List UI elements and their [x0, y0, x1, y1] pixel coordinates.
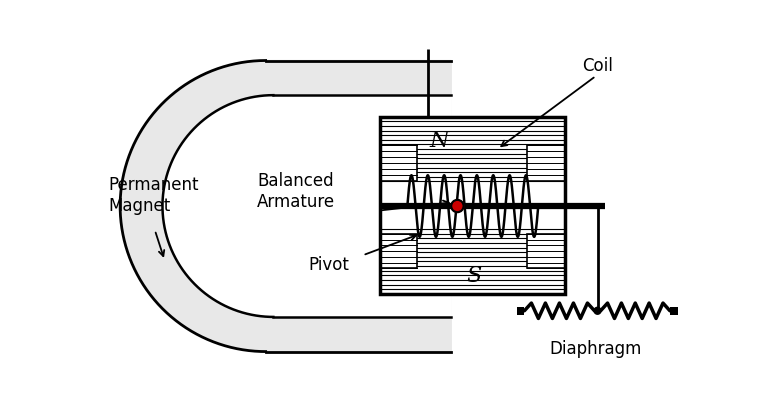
Polygon shape — [163, 95, 451, 317]
Text: Permanent
Magnet: Permanent Magnet — [109, 176, 199, 215]
Bar — [670, 307, 677, 315]
Polygon shape — [120, 60, 451, 352]
Ellipse shape — [594, 307, 601, 314]
Text: Balanced
Armature: Balanced Armature — [257, 172, 336, 211]
Bar — [527, 234, 565, 268]
Text: Coil: Coil — [582, 57, 613, 75]
Text: S: S — [466, 265, 482, 287]
Text: Diaphragm: Diaphragm — [549, 340, 642, 358]
Bar — [380, 234, 416, 268]
Ellipse shape — [451, 200, 463, 212]
Bar — [380, 117, 565, 294]
Text: Pivot: Pivot — [309, 255, 349, 273]
Bar — [517, 307, 524, 315]
Bar — [380, 117, 565, 294]
Text: N: N — [430, 131, 450, 152]
Bar — [527, 145, 565, 182]
Bar — [380, 145, 416, 182]
